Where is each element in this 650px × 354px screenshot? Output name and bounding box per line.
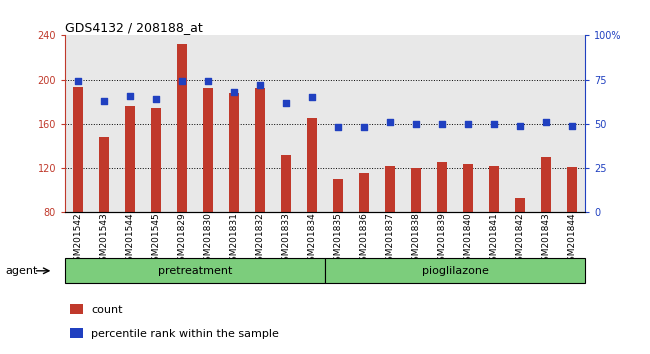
Point <box>177 79 187 84</box>
Bar <box>65 258 325 283</box>
Bar <box>567 167 577 212</box>
Bar <box>463 164 473 212</box>
Bar <box>177 44 187 212</box>
Text: agent: agent <box>5 266 38 276</box>
Bar <box>489 166 499 212</box>
Text: GSM201830: GSM201830 <box>203 212 213 267</box>
Bar <box>307 118 317 212</box>
Bar <box>70 328 83 338</box>
Point <box>229 89 239 95</box>
Point <box>489 121 499 127</box>
Text: GSM201834: GSM201834 <box>307 212 317 267</box>
Point <box>385 119 395 125</box>
Text: GSM201831: GSM201831 <box>229 212 239 267</box>
Point <box>99 98 109 104</box>
Point <box>73 79 83 84</box>
Text: GSM201543: GSM201543 <box>99 212 109 267</box>
Text: GSM201835: GSM201835 <box>333 212 343 267</box>
Point <box>125 93 135 98</box>
Text: GSM201544: GSM201544 <box>125 212 135 267</box>
Text: pioglilazone: pioglilazone <box>422 266 488 276</box>
Text: GSM201829: GSM201829 <box>177 212 187 267</box>
Bar <box>151 108 161 212</box>
Point <box>333 125 343 130</box>
Point <box>281 100 291 105</box>
Bar <box>325 258 585 283</box>
Bar <box>385 166 395 212</box>
Point <box>359 125 369 130</box>
Bar <box>541 157 551 212</box>
Text: GSM201843: GSM201843 <box>541 212 551 267</box>
Text: GSM201545: GSM201545 <box>151 212 161 267</box>
Bar <box>255 88 265 212</box>
Text: count: count <box>91 305 122 315</box>
Bar <box>411 168 421 212</box>
Bar <box>281 155 291 212</box>
Bar <box>333 179 343 212</box>
Text: GSM201844: GSM201844 <box>567 212 577 267</box>
Text: GSM201542: GSM201542 <box>73 212 83 267</box>
Text: GSM201836: GSM201836 <box>359 212 369 267</box>
Point <box>307 95 317 100</box>
Bar <box>70 304 83 314</box>
Point <box>541 119 551 125</box>
Text: GSM201832: GSM201832 <box>255 212 265 267</box>
Point <box>515 123 525 129</box>
Point <box>463 121 473 127</box>
Text: percentile rank within the sample: percentile rank within the sample <box>91 330 279 339</box>
Text: GSM201839: GSM201839 <box>437 212 447 267</box>
Text: pretreatment: pretreatment <box>158 266 232 276</box>
Text: GSM201840: GSM201840 <box>463 212 473 267</box>
Point <box>437 121 447 127</box>
Point <box>151 96 161 102</box>
Point <box>411 121 421 127</box>
Bar <box>359 172 369 212</box>
Point <box>255 82 265 88</box>
Bar <box>515 198 525 212</box>
Text: GSM201842: GSM201842 <box>515 212 525 267</box>
Point <box>203 79 213 84</box>
Text: GSM201833: GSM201833 <box>281 212 291 267</box>
Bar <box>437 161 447 212</box>
Point <box>567 123 577 129</box>
Bar <box>229 93 239 212</box>
Bar <box>99 137 109 212</box>
Bar <box>203 88 213 212</box>
Text: GSM201841: GSM201841 <box>489 212 499 267</box>
Text: GSM201838: GSM201838 <box>411 212 421 267</box>
Text: GSM201837: GSM201837 <box>385 212 395 267</box>
Text: GDS4132 / 208188_at: GDS4132 / 208188_at <box>65 21 203 34</box>
Bar <box>125 106 135 212</box>
Bar <box>73 87 83 212</box>
